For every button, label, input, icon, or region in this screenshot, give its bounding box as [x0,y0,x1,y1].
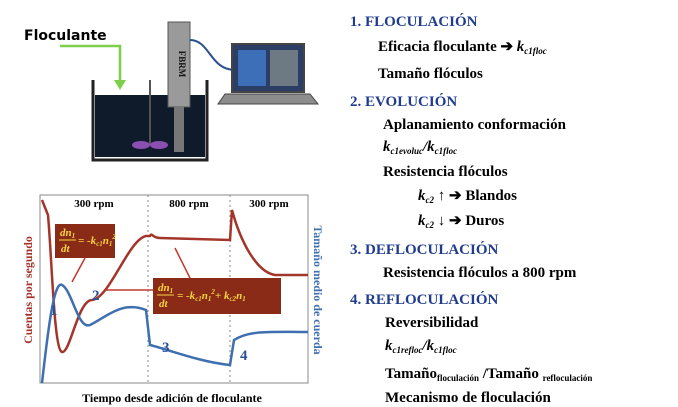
text-part: 1 [208,295,212,303]
laptop-base [218,94,318,104]
cable [190,40,235,70]
probe-label: FBRM [177,51,187,78]
screen-panel [270,50,298,86]
line: kc1refloc/kc1floc [385,338,457,355]
flocculant-arrow [60,46,120,82]
line: Eficacia floculante ➔ kc1floc [378,39,547,56]
text-part: /k [421,338,434,354]
flocculant-label: Floculante [24,28,107,44]
text-part: 1 [170,287,174,295]
page: Floculante FBRM 300 rpm 800 rpm 300 rpm … [0,0,678,407]
equation: dt [159,298,169,310]
text-part: = -k [177,290,196,302]
text-part: dn [60,227,72,239]
text-part: c1floc [434,345,457,355]
text-part: c1refloc [393,345,423,355]
line: Mecanismo de floculación [385,390,551,406]
stage-number: 3 [162,340,170,356]
text-part: 1 [109,240,113,248]
text-part: c1floc [435,146,458,156]
line: Resistencia flóculos a 800 rpm [383,265,577,281]
text-part: = -k [78,235,97,247]
text-part: floculación [437,373,479,383]
text-part: c1floc [524,46,547,56]
heading: 4. REFLOCULACIÓN [350,291,499,308]
stage-number: 4 [240,348,248,364]
line: Tamañofloculación /Tamaño refloculación [385,366,592,383]
text-part: dn [158,282,170,294]
text-part: c1 [195,295,202,303]
flocculant-arrowhead [114,80,126,90]
line: kc2 ↓ ➔ Duros [418,213,504,230]
text-part: Eficacia floculante ➔ [378,39,517,55]
text-part: c1evoluc [391,146,423,156]
heading: 3. DEFLOCULACIÓN [350,241,499,258]
heading: 2. EVOLUCIÓN [350,93,457,110]
text-part: /k [422,139,435,155]
text-part: ↓ ➔ Duros [434,213,504,229]
stirrer-blade [132,141,150,149]
equation: dt [61,243,71,255]
text-part: Tamaño [385,366,437,382]
illustration: Floculante FBRM [24,22,318,160]
phase-label: 300 rpm [74,198,113,210]
line: Tamaño flóculos [378,66,483,82]
phase-label: 300 rpm [249,198,288,210]
y-axis-label: Cuentas por segundo [21,236,35,344]
text-part: 2 [111,233,116,241]
equation: = -kc1n12+ kc2n1 [177,288,246,303]
text-part: ↑ ➔ Blandos [434,188,517,204]
stage-number: 1 [50,303,58,319]
line: Resistencia flóculos [383,164,508,180]
screen-panel [238,50,266,86]
text-part: 1 [72,232,76,240]
summary: 1. FLOCULACIÓN Eficacia floculante ➔ kc1… [350,13,592,406]
text-part: + k [215,290,230,302]
text-part: /Tamaño [479,366,543,382]
line: kc2 ↑ ➔ Blandos [418,188,517,205]
y2-axis-label: Tamaño medio de cuerda [311,225,325,354]
phase-label: 800 rpm [169,198,208,210]
line: Aplanamiento conformación [383,117,567,133]
x-axis-label: Tiempo desde adición de floculante [82,391,262,405]
line: kc1evoluc/kc1floc [383,139,457,156]
heading: 1. FLOCULACIÓN [350,13,478,30]
text-part: refloculación [543,373,593,383]
probe-tip [174,107,184,152]
stirrer-blade [150,141,168,149]
stage-number: 2 [92,288,100,304]
line: Reversibilidad [385,315,479,331]
text-part: 1 [242,295,246,303]
chart: 300 rpm 800 rpm 300 rpm 1 2 3 4 dn1 dt =… [21,195,325,405]
text-part: c1 [96,240,103,248]
